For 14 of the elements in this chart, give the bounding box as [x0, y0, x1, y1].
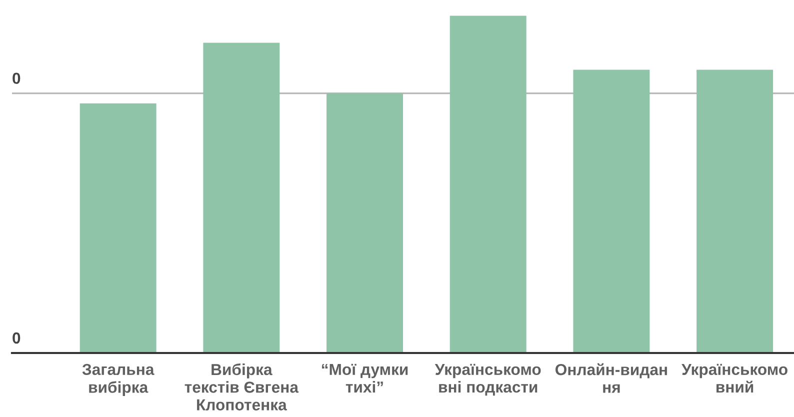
annotation: 0: [12, 72, 20, 84]
bar: [573, 70, 650, 353]
x-tick-label: Загальна вибірка: [82, 364, 154, 396]
x-tick-label: “Мої думки тихі”: [322, 364, 408, 393]
bar: [203, 42, 280, 353]
bar: [326, 93, 403, 353]
bar: [80, 103, 156, 353]
bar: [696, 70, 774, 353]
x-tick-label: Українськомо вний: [682, 364, 788, 393]
annotation: 0: [12, 332, 20, 344]
x-tick-label: Вибірка текстів Євгена Клопотенка: [184, 363, 299, 410]
bar: [450, 16, 526, 353]
x-tick-label: Українськомо вні подкасти: [434, 364, 541, 396]
x-tick-label: Онлайн-видан ня: [556, 363, 667, 393]
